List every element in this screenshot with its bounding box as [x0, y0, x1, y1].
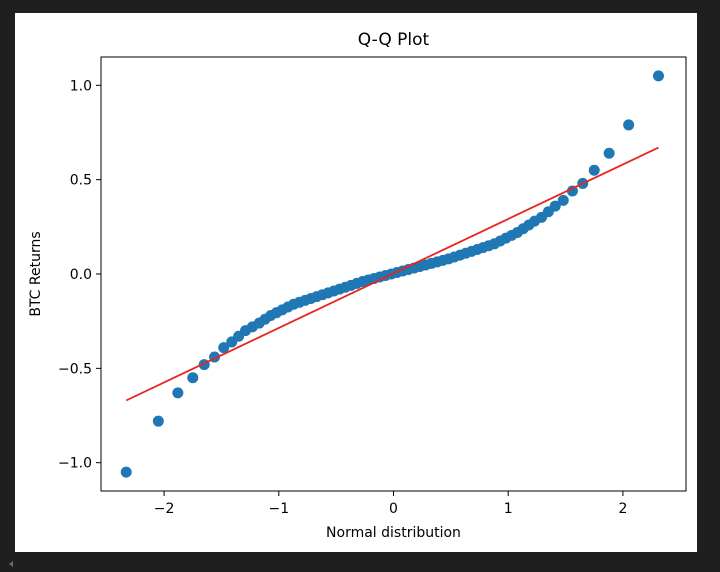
qq-data-point	[549, 200, 561, 212]
x-tick-label: 0	[389, 501, 398, 517]
qq-data-point	[557, 194, 569, 206]
x-axis-label: Normal distribution	[326, 525, 461, 541]
y-tick-label: −1.0	[58, 456, 92, 472]
plot-content	[120, 70, 664, 478]
y-axis: −1.0 −0.5 0.0 0.5 1.0	[58, 78, 101, 472]
qq-plot-chart: −1.0 −0.5 0.0 0.5 1.0 −2 −1 0 1 2 Q-Q Plot Norma…	[28, 30, 687, 541]
y-tick-label: 0.0	[70, 267, 92, 283]
qq-data-point	[172, 387, 184, 399]
y-axis-label: BTC Returns	[28, 231, 44, 316]
qq-data-point	[588, 164, 600, 176]
y-tick-label: −0.5	[58, 361, 92, 377]
qq-data-point	[218, 342, 230, 354]
x-axis: −2 −1 0 1 2	[154, 491, 627, 517]
qq-data-point	[652, 70, 664, 82]
qq-data-point	[623, 119, 635, 131]
x-tick-label: 2	[618, 501, 627, 517]
qq-data-point	[120, 466, 132, 478]
scroll-left-arrow-icon[interactable]	[9, 561, 13, 567]
qq-data-point	[566, 185, 578, 197]
x-tick-label: −2	[154, 501, 175, 517]
horizontal-scrollbar[interactable]	[0, 560, 720, 572]
qq-data-point	[187, 372, 199, 384]
x-tick-label: 1	[504, 501, 513, 517]
reference-line	[125, 146, 659, 402]
chart-title: Q-Q Plot	[358, 30, 430, 50]
y-tick-label: 0.5	[70, 173, 92, 189]
qq-data-point	[152, 415, 164, 427]
plot-frame	[100, 56, 687, 492]
figure-canvas: −1.0 −0.5 0.0 0.5 1.0 −2 −1 0 1 2 Q-Q Plot Norma…	[15, 13, 697, 552]
x-tick-label: −1	[268, 501, 289, 517]
y-tick-label: 1.0	[70, 78, 92, 94]
qq-data-point	[603, 147, 615, 159]
